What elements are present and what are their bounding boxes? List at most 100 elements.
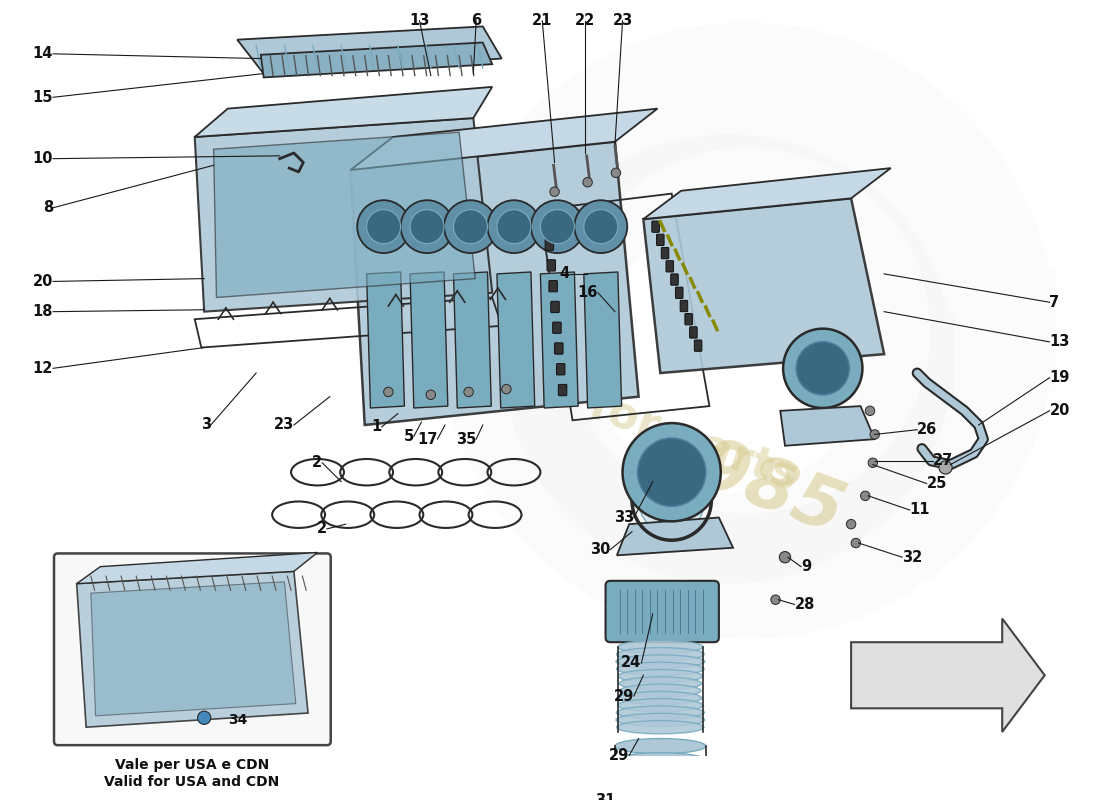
Text: 17: 17 xyxy=(417,432,438,446)
Text: 2: 2 xyxy=(317,522,327,536)
FancyBboxPatch shape xyxy=(680,300,688,312)
Text: 15: 15 xyxy=(33,90,53,105)
Text: 26: 26 xyxy=(917,422,937,438)
Circle shape xyxy=(198,711,211,724)
Text: 9: 9 xyxy=(801,559,811,574)
FancyBboxPatch shape xyxy=(666,261,673,272)
Text: 24: 24 xyxy=(621,655,641,670)
FancyBboxPatch shape xyxy=(547,260,556,271)
Circle shape xyxy=(870,430,879,439)
Text: 1: 1 xyxy=(372,419,382,434)
Text: 35: 35 xyxy=(455,432,476,446)
Circle shape xyxy=(939,461,953,474)
Polygon shape xyxy=(261,42,492,78)
Polygon shape xyxy=(780,406,874,446)
Circle shape xyxy=(358,200,410,253)
Text: 11: 11 xyxy=(910,502,931,518)
Polygon shape xyxy=(584,272,621,408)
Text: 20: 20 xyxy=(33,274,53,289)
Ellipse shape xyxy=(619,677,702,690)
Text: 5: 5 xyxy=(404,429,414,444)
Ellipse shape xyxy=(617,662,704,675)
FancyBboxPatch shape xyxy=(652,221,659,232)
FancyBboxPatch shape xyxy=(552,322,561,334)
Polygon shape xyxy=(540,272,579,408)
Polygon shape xyxy=(238,26,502,74)
Polygon shape xyxy=(77,571,308,727)
Circle shape xyxy=(531,200,584,253)
Polygon shape xyxy=(195,118,492,312)
Text: 13: 13 xyxy=(1049,334,1070,350)
Polygon shape xyxy=(644,168,891,219)
Text: 14: 14 xyxy=(33,46,53,62)
Polygon shape xyxy=(213,132,475,298)
Text: 4: 4 xyxy=(560,266,570,282)
Text: 29: 29 xyxy=(609,748,629,763)
FancyBboxPatch shape xyxy=(657,234,664,246)
Circle shape xyxy=(410,210,444,244)
Ellipse shape xyxy=(616,655,705,668)
Ellipse shape xyxy=(617,721,704,734)
Circle shape xyxy=(400,200,453,253)
FancyBboxPatch shape xyxy=(606,581,719,642)
Circle shape xyxy=(453,210,487,244)
Circle shape xyxy=(796,342,849,394)
FancyBboxPatch shape xyxy=(559,384,566,396)
Text: 33: 33 xyxy=(614,510,634,525)
Text: 7: 7 xyxy=(1049,294,1059,310)
FancyBboxPatch shape xyxy=(554,343,563,354)
FancyBboxPatch shape xyxy=(551,302,559,313)
Polygon shape xyxy=(497,272,535,408)
Text: passion for parts: passion for parts xyxy=(388,313,804,499)
Polygon shape xyxy=(77,553,318,584)
Text: Vale per USA e CDN: Vale per USA e CDN xyxy=(114,758,270,772)
Ellipse shape xyxy=(618,640,703,654)
Polygon shape xyxy=(195,87,492,137)
Circle shape xyxy=(366,210,400,244)
Circle shape xyxy=(783,329,862,408)
FancyBboxPatch shape xyxy=(685,314,692,325)
FancyBboxPatch shape xyxy=(690,326,697,338)
Circle shape xyxy=(426,390,436,399)
FancyBboxPatch shape xyxy=(661,247,669,258)
Text: 25: 25 xyxy=(926,476,947,491)
FancyBboxPatch shape xyxy=(671,274,679,286)
Polygon shape xyxy=(410,272,448,408)
Circle shape xyxy=(574,200,627,253)
Ellipse shape xyxy=(617,698,703,712)
FancyBboxPatch shape xyxy=(543,218,552,230)
Polygon shape xyxy=(351,109,658,170)
Ellipse shape xyxy=(619,684,701,698)
Circle shape xyxy=(584,210,618,244)
FancyBboxPatch shape xyxy=(546,239,553,250)
Circle shape xyxy=(497,210,531,244)
Circle shape xyxy=(779,551,791,563)
Text: 1985: 1985 xyxy=(641,415,854,549)
Circle shape xyxy=(623,423,720,522)
Circle shape xyxy=(638,438,706,506)
Text: 19: 19 xyxy=(1049,370,1070,386)
Ellipse shape xyxy=(618,670,703,682)
Polygon shape xyxy=(351,142,639,425)
Text: 30: 30 xyxy=(590,542,610,557)
Ellipse shape xyxy=(615,767,706,782)
Ellipse shape xyxy=(615,781,706,796)
Ellipse shape xyxy=(616,714,705,726)
Text: 16: 16 xyxy=(578,286,598,300)
Polygon shape xyxy=(366,272,405,408)
Text: 2: 2 xyxy=(312,455,322,470)
Circle shape xyxy=(851,538,860,548)
Text: 34: 34 xyxy=(228,713,248,726)
Ellipse shape xyxy=(619,691,702,705)
Circle shape xyxy=(860,491,870,501)
Text: 23: 23 xyxy=(613,14,632,28)
Text: 28: 28 xyxy=(794,597,815,612)
Circle shape xyxy=(464,387,473,397)
Text: Valid for USA and CDN: Valid for USA and CDN xyxy=(104,775,279,790)
Circle shape xyxy=(550,187,559,197)
Polygon shape xyxy=(851,618,1045,732)
Text: 32: 32 xyxy=(902,550,923,565)
Circle shape xyxy=(771,595,780,605)
Polygon shape xyxy=(644,198,884,373)
Circle shape xyxy=(487,200,540,253)
